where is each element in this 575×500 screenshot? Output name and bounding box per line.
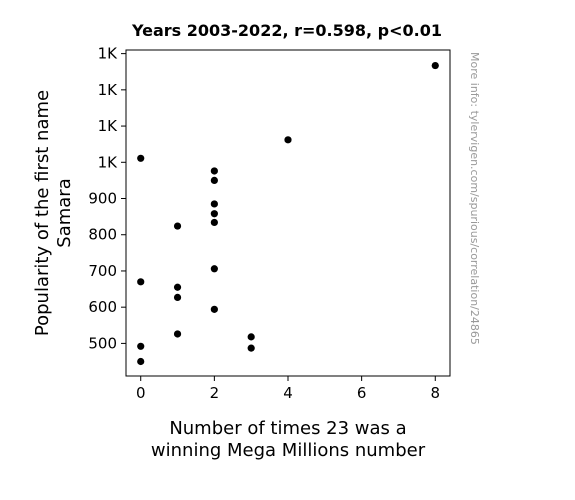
data-point	[210, 167, 218, 175]
data-point	[210, 218, 218, 227]
data-point	[247, 344, 255, 352]
x-tick-label: 0	[136, 384, 146, 402]
y-tick-label: 800	[88, 226, 117, 244]
y-axis-label: Popularity of the first nameSamara	[32, 90, 75, 336]
y-tick-label: 1K	[98, 117, 119, 135]
y-tick-label: 700	[88, 262, 117, 280]
data-point	[173, 222, 182, 230]
data-point	[210, 176, 218, 184]
data-point	[173, 330, 182, 338]
data-point	[173, 283, 182, 291]
data-point	[137, 342, 145, 350]
plot-area: 0 2 4 6 8 500 600 700 800 900 1K 1K 1K 1K Number of ti…	[32, 45, 451, 461]
data-point	[284, 136, 292, 144]
data-point	[210, 200, 218, 208]
x-tick-label: 6	[357, 384, 367, 402]
x-tick-label: 4	[283, 384, 293, 402]
watermark-text: More info: tylervigen.com/spurious/corre…	[468, 52, 481, 345]
chart-title: Years 2003-2022, r=0.598, p<0.01	[131, 21, 442, 40]
data-point	[137, 278, 145, 286]
x-axis-label: Number of times 23 was a winning Mega Mil…	[151, 418, 426, 461]
data-point	[431, 61, 439, 70]
data-point	[247, 333, 255, 341]
data-point	[210, 265, 218, 273]
data-point	[173, 293, 182, 301]
x-tick-label: 2	[210, 384, 220, 402]
data-point	[137, 357, 145, 366]
data-point	[137, 154, 145, 162]
y-tick-label: 1K	[98, 45, 119, 63]
data-point	[210, 305, 218, 313]
y-tick-label: 1K	[98, 153, 119, 171]
data-point	[210, 210, 218, 218]
y-tick-label: 600	[88, 298, 117, 316]
y-tick-label: 900	[88, 190, 117, 208]
x-tick-label: 8	[430, 384, 440, 402]
y-tick-label: 1K	[98, 81, 119, 99]
y-tick-label: 500	[88, 334, 117, 352]
